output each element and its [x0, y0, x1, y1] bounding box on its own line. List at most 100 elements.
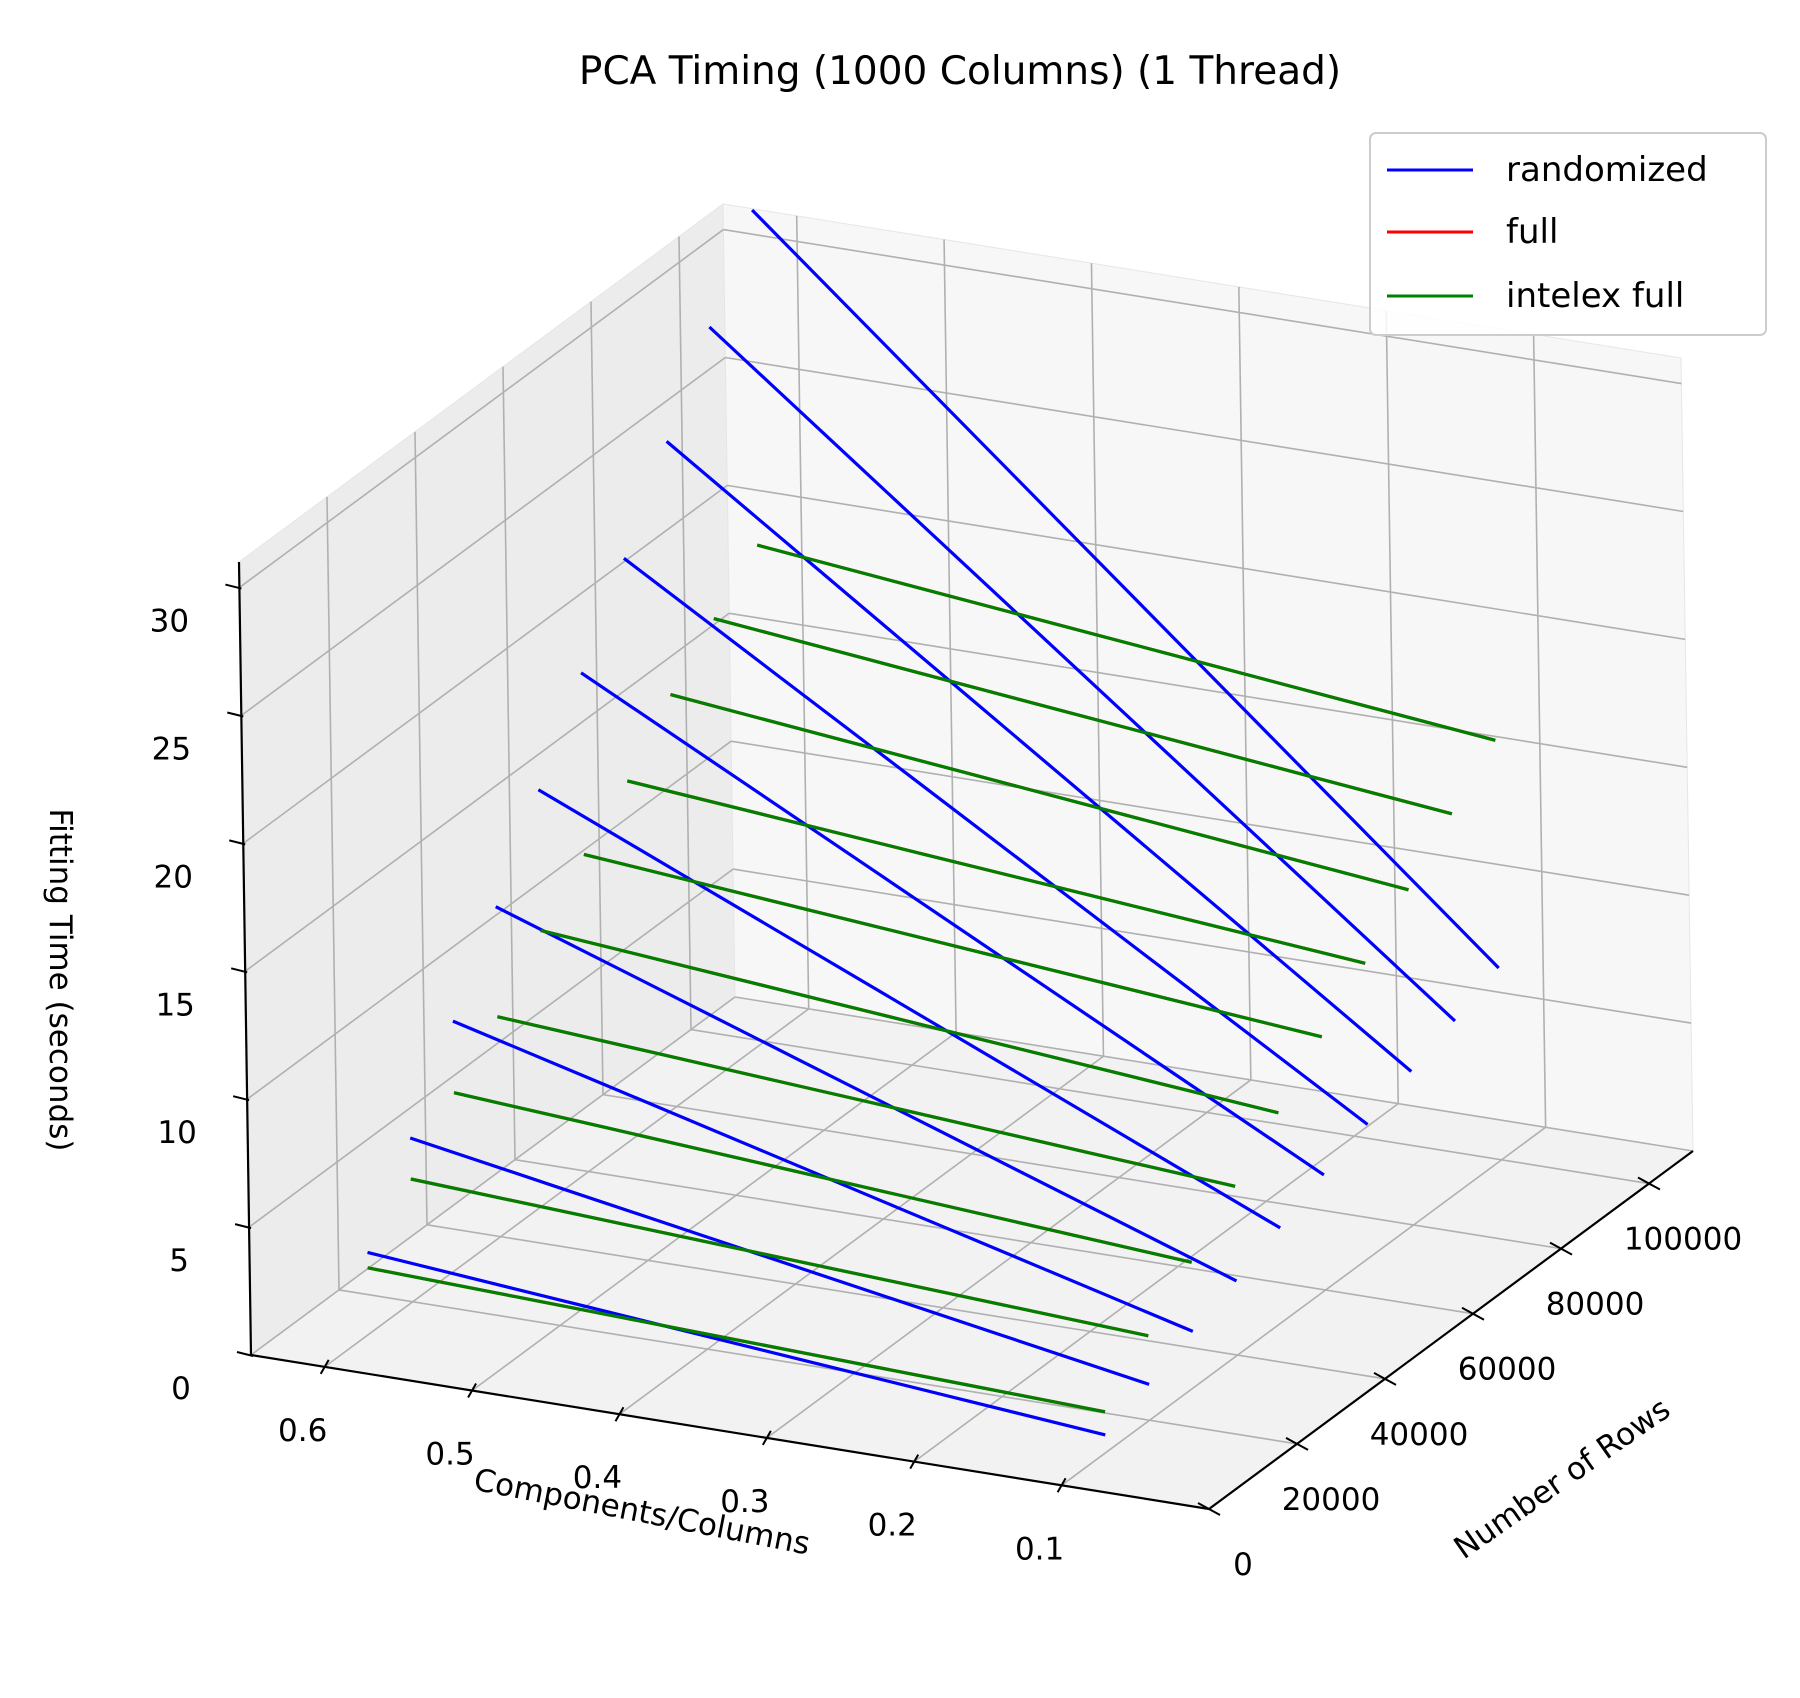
x-tick-label: 0.4 [573, 1460, 622, 1496]
z-tick [229, 839, 246, 846]
grid-line-y-left [678, 236, 692, 1030]
y-tick [1549, 1241, 1573, 1256]
grid-line-x-floor [618, 1055, 1104, 1415]
series-line-randomized [622, 557, 1369, 1126]
z-tick-label: 20 [154, 859, 193, 895]
grid-line-z-back [729, 612, 1688, 769]
z-axis-line [237, 561, 253, 1356]
legend-label-full: full [1506, 212, 1558, 252]
series-line-randomized [367, 1250, 1106, 1437]
grid-line-y-floor [690, 1028, 1650, 1185]
y-tick-label: 20000 [1282, 1482, 1381, 1518]
grid-line-z-left [240, 356, 726, 717]
series-line-intelex-full [713, 617, 1453, 816]
grid-line-x-back [1090, 263, 1105, 1057]
grid-line-z-back [727, 484, 1686, 641]
y-tick [1461, 1306, 1485, 1321]
z-tick-label: 0 [171, 1371, 191, 1407]
y-tick [1373, 1371, 1397, 1386]
grid-line-z-back [734, 996, 1694, 1152]
z-tick-label: 5 [169, 1243, 189, 1279]
grid-line-y-left [590, 301, 604, 1095]
x-tick [319, 1359, 330, 1375]
z-tick [232, 1095, 250, 1102]
series-line-intelex-full [756, 543, 1496, 742]
grid-line-y-left [326, 496, 340, 1290]
series-line-intelex-full [367, 1266, 1106, 1414]
grid-line-z-back [723, 228, 1682, 385]
grid-line-z-back [731, 740, 1690, 896]
series-line-intelex-full [670, 693, 1409, 892]
x-tick [467, 1383, 477, 1399]
grid-line-y-left [502, 366, 516, 1160]
y-tick-label: 0 [1233, 1547, 1253, 1583]
y-tick-label: 40000 [1370, 1417, 1469, 1453]
legend-box [1369, 132, 1767, 336]
z-tick-label: 15 [155, 987, 194, 1023]
y-tick-label: 60000 [1458, 1352, 1557, 1388]
z-tick [230, 967, 248, 974]
x-axis-line [250, 1353, 1210, 1511]
grid-line-x-floor [766, 1079, 1252, 1439]
grid-line-x-back [1238, 286, 1252, 1080]
axis-panes [238, 203, 1695, 1510]
grid-line-x-back [943, 239, 957, 1033]
y-tick [1637, 1176, 1661, 1191]
grid-line-z-left [248, 868, 734, 1228]
z-axis-label: Fitting Time (seconds) [42, 809, 78, 1152]
series-line-intelex-full [497, 1015, 1236, 1188]
x-tick [761, 1430, 772, 1446]
z-tick-label: 25 [152, 731, 191, 767]
z-tick [225, 583, 242, 590]
z-tick-label: 30 [150, 604, 189, 640]
grid-line-z-left [250, 996, 736, 1356]
y-axis-line [1208, 1150, 1694, 1510]
y-tick-label: 80000 [1546, 1287, 1645, 1323]
grid-line-z-back [732, 868, 1692, 1024]
series-line-intelex-full [626, 779, 1366, 965]
x-tick-label: 0.6 [278, 1413, 327, 1449]
x-tick [614, 1406, 625, 1422]
grid-line-x-floor [1061, 1126, 1547, 1486]
x-tick-label: 0.3 [720, 1484, 769, 1520]
series-lines [367, 208, 1500, 1437]
grid-line-z-back [725, 356, 1684, 513]
grid-line-x-floor [913, 1102, 1399, 1463]
z-tick [227, 711, 244, 718]
x-tick [1056, 1477, 1067, 1493]
series-line-intelex-full [410, 1177, 1149, 1338]
series-line-randomized [665, 440, 1413, 1073]
z-tick-label: 10 [157, 1115, 196, 1151]
y-tick [1285, 1437, 1309, 1451]
series-line-intelex-full [453, 1091, 1193, 1264]
grid-line-y-floor [338, 1289, 1298, 1445]
grid-line-x-back [1532, 334, 1547, 1128]
grid-line-y-left [414, 431, 428, 1225]
grid-line-y-floor [602, 1093, 1562, 1250]
grid-line-y-floor [514, 1158, 1474, 1315]
grid-line-x-floor [471, 1031, 957, 1392]
y-tick [1197, 1502, 1221, 1516]
series-line-randomized [580, 671, 1325, 1177]
x-tick [909, 1454, 920, 1470]
axis-lines [237, 561, 1694, 1511]
grid-line-z-left [238, 228, 724, 589]
chart-title: PCA Timing (1000 Columns) (1 Thread) [579, 49, 1341, 94]
ticks: 0.1 0.2 0.3 0.4 0.5 0.6 0 20000 40000 60000 80000 1… [150, 583, 1742, 1583]
y-axis-label: Number of Rows [1448, 1391, 1677, 1567]
legend-label-randomized: randomized [1506, 150, 1708, 190]
series-line-intelex-full [583, 852, 1323, 1039]
series-line-randomized [537, 788, 1282, 1230]
grid-line-z-left [242, 484, 728, 845]
z-tick [234, 1223, 252, 1230]
series-line-randomized [409, 1136, 1150, 1386]
grid-line-z-left [246, 740, 732, 1100]
grid-line-z-left [244, 612, 730, 972]
grid-line-x-back [795, 215, 810, 1009]
series-line-randomized [494, 905, 1238, 1283]
x-tick-label: 0.2 [868, 1508, 917, 1544]
series-line-intelex-full [540, 928, 1279, 1115]
x-tick-label: 0.1 [1015, 1531, 1064, 1567]
